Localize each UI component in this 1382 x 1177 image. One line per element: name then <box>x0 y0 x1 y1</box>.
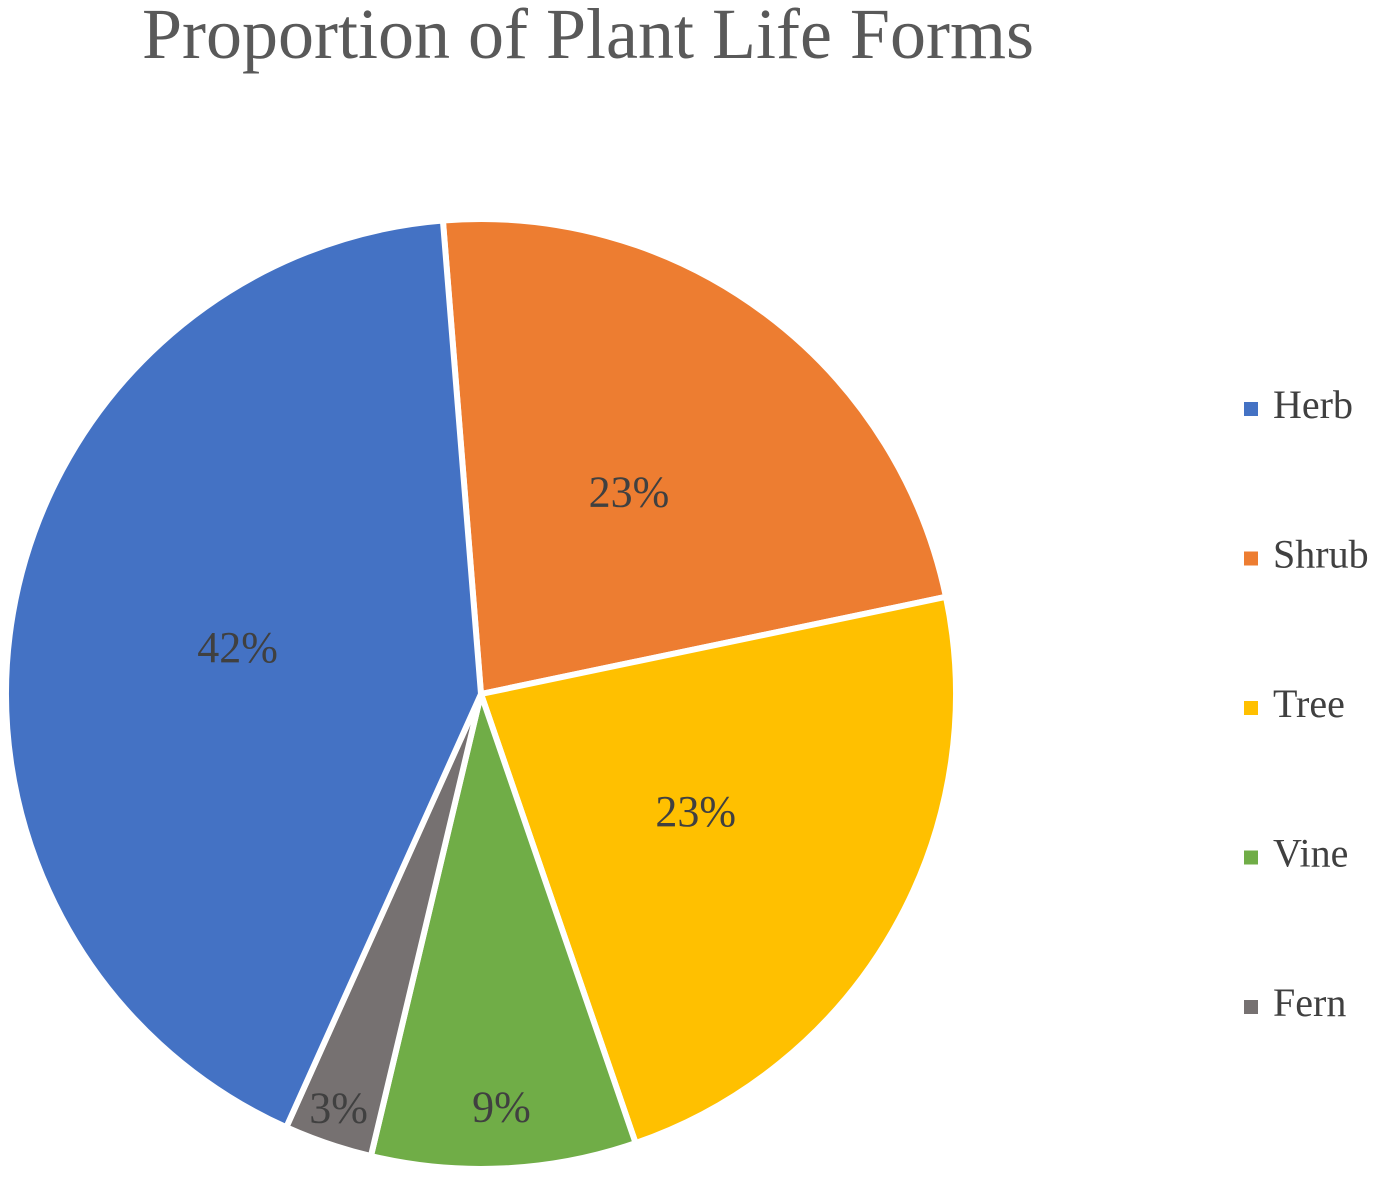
legend-label-vine: Vine <box>1273 831 1348 876</box>
legend-label-shrub: Shrub <box>1273 532 1369 577</box>
legend-label-tree: Tree <box>1273 681 1345 726</box>
legend-swatch-herb <box>1244 402 1258 416</box>
legend-label-herb: Herb <box>1273 382 1353 427</box>
data-label-vine: 9% <box>472 1083 531 1132</box>
legend-label-fern: Fern <box>1273 980 1346 1025</box>
data-label-shrub: 23% <box>589 467 670 516</box>
legend-swatch-vine <box>1244 850 1258 865</box>
pie-slice-vine <box>367 691 639 1172</box>
legend: Herb Shrub Tree Vine Fern <box>1244 382 1369 1025</box>
chart-title: Proportion of Plant Life Forms <box>142 0 1034 74</box>
legend-swatch-shrub <box>1244 551 1258 566</box>
data-label-herb: 42% <box>197 623 278 672</box>
pie-slice-tree <box>478 593 959 1147</box>
data-label-fern: 3% <box>309 1083 368 1132</box>
pie-slice-herb <box>3 217 484 1131</box>
pie-slices <box>3 216 959 1172</box>
data-label-tree: 23% <box>655 787 736 836</box>
legend-swatch-tree <box>1244 701 1258 715</box>
pie-slice-shrub <box>439 216 949 697</box>
legend-swatch-fern <box>1244 1000 1258 1014</box>
pie-data-labels: 23% 23% 9% 3% 42% <box>197 467 736 1132</box>
